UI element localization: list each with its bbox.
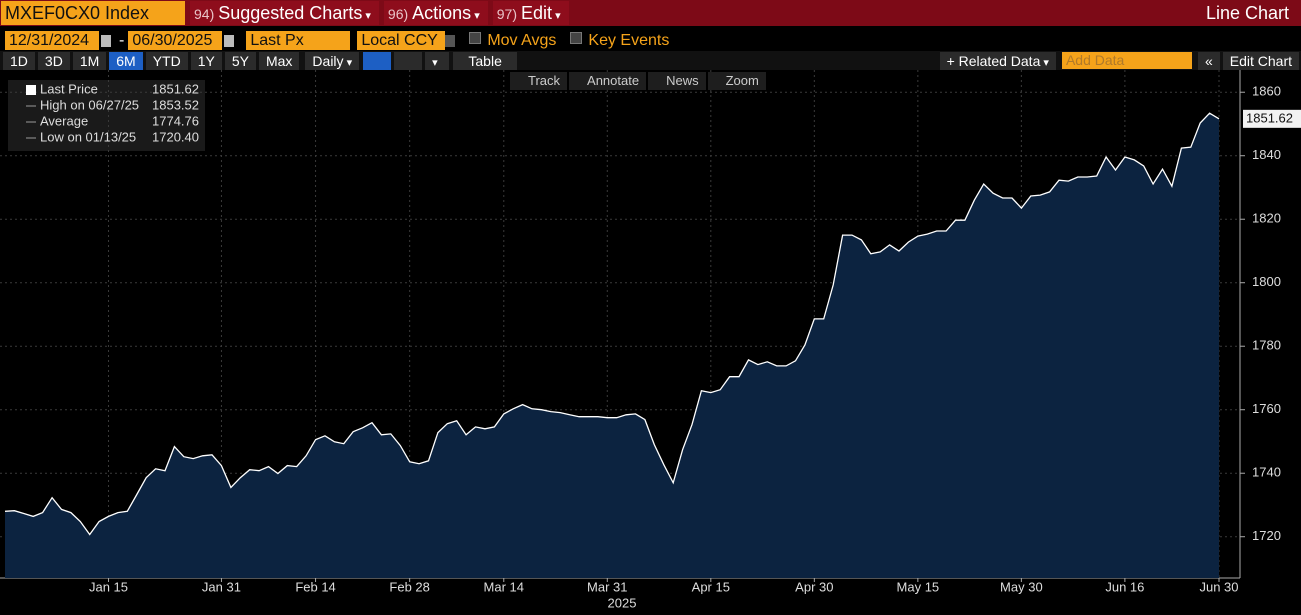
options: Mov Avgs Key Events	[455, 31, 670, 50]
legend-label: Last Price	[40, 81, 98, 96]
period-button[interactable]: 5Y	[224, 51, 256, 70]
legend-value: 1774.76	[152, 113, 199, 128]
legend-label: Low on 01/13/25	[40, 129, 136, 144]
menus: 94)Suggested Charts96)Actions97)Edit	[185, 1, 569, 25]
x-tick-label: May 15	[897, 579, 940, 594]
area-fill	[5, 113, 1219, 578]
x-tick-label: Jun 16	[1105, 579, 1144, 594]
y-tick-label: 1780	[1252, 338, 1281, 353]
x-tick-label: Mar 14	[484, 579, 524, 594]
menu-number: 94)	[194, 6, 215, 22]
y-tick-label: 1740	[1252, 465, 1281, 480]
related-data[interactable]: + Related Data	[939, 51, 1056, 70]
currency-select[interactable]: Local CCY	[357, 31, 446, 50]
y-tick-label: 1760	[1252, 401, 1281, 416]
legend-value: 1851.62	[152, 81, 199, 96]
legend-value: 1853.52	[152, 97, 199, 112]
dropdown-icon[interactable]	[445, 34, 456, 47]
start-date[interactable]: 12/31/2024	[5, 31, 99, 50]
menu[interactable]: 94) Suggested Charts	[190, 1, 379, 25]
last-value-label: 1851.62	[1246, 110, 1293, 125]
menu-label: Edit	[520, 3, 553, 23]
ticker-field[interactable]: MXEF0CX0 Index	[1, 1, 185, 25]
legend-label: Average	[40, 113, 88, 128]
period-button[interactable]: 1D	[3, 51, 35, 70]
x-tick-label: Jun 30	[1199, 579, 1238, 594]
style-dropdown[interactable]	[425, 51, 450, 70]
collapse-icon[interactable]: «	[1197, 51, 1220, 70]
last-value-tag	[1243, 109, 1301, 128]
period-button[interactable]: YTD	[145, 51, 188, 70]
x-tick-label: Jan 31	[202, 579, 241, 594]
line-style-icon[interactable]	[363, 51, 392, 70]
y-tick-label: 1800	[1252, 274, 1281, 289]
bar-style-icon[interactable]	[394, 51, 423, 70]
price-line	[4, 112, 1220, 536]
x-tick-label: Mar 31	[587, 579, 627, 594]
y-tick-label: 1720	[1252, 528, 1281, 543]
calendar-icon[interactable]	[101, 34, 111, 47]
table-button[interactable]: Table	[453, 51, 518, 70]
menu-label: Suggested Charts	[218, 3, 363, 23]
legend-label: High on 06/27/25	[40, 97, 139, 112]
checkbox[interactable]	[469, 31, 482, 44]
end-date[interactable]: 06/30/2025	[128, 31, 223, 50]
legend-swatch	[26, 85, 36, 95]
x-tick-label: Jan 15	[89, 579, 128, 594]
chart-type: Line Chart	[1205, 2, 1289, 23]
settings-bar: 12/31/2024 - 06/30/2025 Last Px Local CC…	[0, 30, 1301, 51]
x-tick-label: Apr 15	[692, 579, 730, 594]
date-separator: -	[119, 31, 125, 49]
x-tick-label: Feb 28	[389, 579, 429, 594]
chart: 1720 1740 1760 1780 1800 1820 1840 1860 Jan 15 Ja…	[0, 70, 1301, 610]
legend-value: 1720.40	[152, 129, 199, 144]
menu[interactable]: 97) Edit	[492, 1, 569, 25]
edit-chart[interactable]: Edit Chart	[1222, 51, 1299, 70]
field-select[interactable]: Last Px	[246, 31, 351, 50]
chart-tool[interactable]: Zoom	[707, 72, 766, 90]
x-tick-label: Apr 30	[795, 579, 833, 594]
period-button[interactable]: 3D	[37, 51, 70, 70]
x-axis-year: 2025	[608, 595, 637, 610]
chart-tool[interactable]: News	[648, 72, 706, 90]
title-bar: MXEF0CX0 Index 94)Suggested Charts96)Act…	[0, 0, 1301, 26]
chart-tool[interactable]: Track	[510, 72, 568, 90]
x-tick-label: May 30	[1000, 579, 1043, 594]
y-tick-label: 1840	[1252, 147, 1281, 162]
chart-tool[interactable]: Annotate	[569, 72, 647, 90]
y-tick-label: 1820	[1252, 211, 1281, 226]
x-tick-label: Feb 14	[295, 579, 335, 594]
chart-tools: Track Annotate News Zoom	[510, 72, 768, 90]
add-data[interactable]: Add Data	[1061, 52, 1192, 69]
period-button[interactable]: 1Y	[190, 51, 222, 70]
menu[interactable]: 96) Actions	[383, 1, 488, 25]
y-tick-label: 1860	[1252, 84, 1281, 99]
calendar-icon[interactable]	[224, 34, 235, 47]
frequency[interactable]: Daily	[305, 51, 360, 70]
option-label[interactable]: Mov Avgs	[487, 31, 557, 49]
period-button[interactable]: 6M	[109, 51, 143, 70]
period-button[interactable]: 1M	[72, 51, 107, 70]
option-label[interactable]: Key Events	[588, 31, 670, 49]
periods: 1D 3D 1M 6M YTD 1Y 5Y Max	[0, 51, 300, 70]
menu-number: 97)	[496, 6, 517, 22]
period-button[interactable]: Max	[258, 51, 300, 70]
menu-number: 96)	[387, 6, 409, 22]
checkbox[interactable]	[570, 31, 583, 44]
menu-label: Actions	[412, 3, 472, 23]
